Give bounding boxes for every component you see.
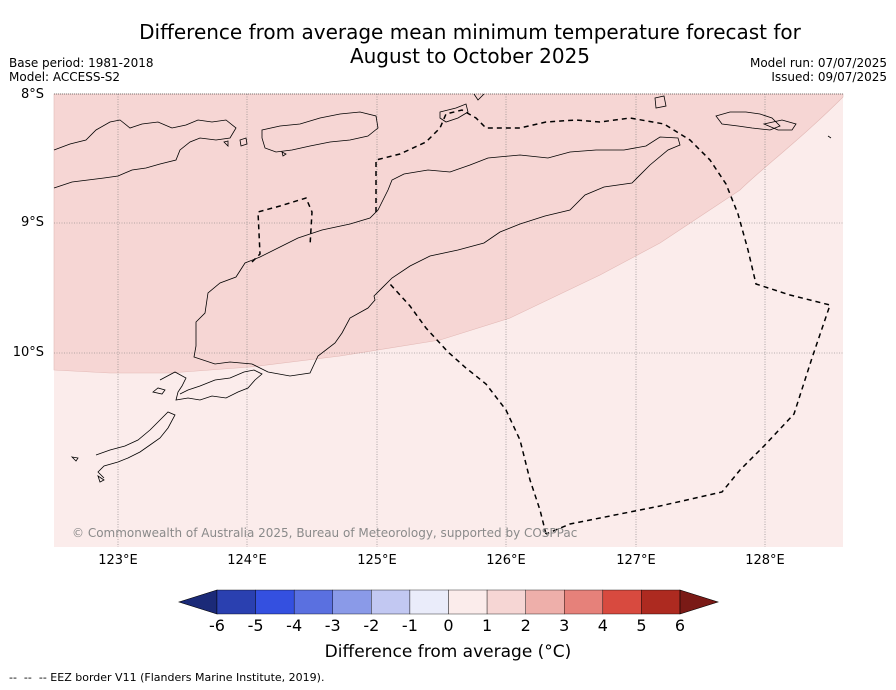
lon-label-128e: 128°E [745,553,785,568]
title-line-2: August to October 2025 [349,44,591,68]
colorbar-tick-label: -3 [324,616,341,635]
meta-right: Model run: 07/07/2025 Issued: 09/07/2025 [750,56,887,84]
eez-legend: -- -- -- EEZ border V11 (Flanders Marine… [9,671,325,684]
colorbar-tick-label: 5 [636,616,647,635]
colorbar-tick-label: -5 [247,616,264,635]
eez-timor-leste [375,109,831,535]
colorbar-swatch [486,589,526,615]
colorbar-tick-label: 4 [597,616,608,635]
map-region-high [53,93,844,374]
lon-label-123e: 123°E [98,553,138,568]
colorbar-tick-label: -1 [401,616,418,635]
colorbar-swatch [641,589,681,615]
colorbar-extend-high [679,589,719,615]
colorbar-tick-label: -6 [209,616,225,635]
alor-coastline [261,111,379,153]
title-line-1: Difference from average mean minimum tem… [139,20,801,44]
coastlines [53,93,832,483]
island-east [762,119,797,131]
eez-timor-south [389,283,547,535]
eez-oecusse [251,197,313,263]
colorbar-tick-label: 3 [559,616,570,635]
colorbar-label: Difference from average (°C) [324,642,572,662]
colorbar-tick-label: 6 [674,616,686,635]
colorbar-swatch [255,589,295,615]
small-island-2 [97,475,105,483]
small-island-7 [827,135,832,139]
colorbar-tick-label: 2 [520,616,531,635]
colorbar-tick-label: 0 [443,616,454,635]
small-island-4 [281,151,287,157]
lat-label-9s: 9°S [20,215,44,230]
tanimbar-coastline [715,111,781,131]
colorbar-swatch [409,589,449,615]
lon-label-127e: 127°E [616,553,656,568]
small-island-1 [70,456,79,462]
lon-label-124e: 124°E [227,553,267,568]
map-title: Difference from average mean minimum tem… [100,20,840,68]
colorbar-swatch [216,589,256,615]
flores-coastline [53,119,237,189]
gridlines [54,94,843,547]
colorbar-swatch [564,589,604,615]
babar-coastline [654,95,667,109]
small-island-6 [473,93,485,101]
sawu-coastline [95,411,176,479]
base-period: Base period: 1981-2018 [9,56,154,70]
issued-date: Issued: 09/07/2025 [771,70,887,84]
lon-label-125e: 125°E [357,553,397,568]
colorbar-swatch [448,589,488,615]
meta-left: Base period: 1981-2018 Model: ACCESS-S2 [9,56,154,84]
wetar-coastline [439,103,469,123]
colorbar-tick-label: -2 [363,616,380,635]
lon-label-126e: 126°E [486,553,526,568]
model-run: Model run: 07/07/2025 [749,56,887,70]
rote-island [152,387,166,395]
colorbar-swatch [371,589,411,615]
colorbar-tick-label: -4 [286,616,303,635]
colorbar-tick-label: 1 [481,616,493,635]
colorbar [178,589,719,615]
colorbar-swatch [293,589,333,615]
eez-borders [251,109,831,535]
colorbar-swatch [602,589,642,615]
small-island-5 [223,140,229,147]
eez-legend-text: -- EEZ border V11 (Flanders Marine Insti… [38,671,325,684]
copyright-notice: © Commonwealth of Australia 2025, Bureau… [72,526,578,540]
rote-coastline [159,369,263,401]
model-name: Model: ACCESS-S2 [9,70,121,84]
colorbar-swatch [525,589,565,615]
lat-label-8s: 8°S [20,87,44,102]
timor-coastline [193,136,681,377]
colorbar-swatch [332,589,372,615]
colorbar-extend-low [178,589,218,615]
small-island-3 [239,137,248,147]
lat-label-10s: 10°S [12,345,44,360]
